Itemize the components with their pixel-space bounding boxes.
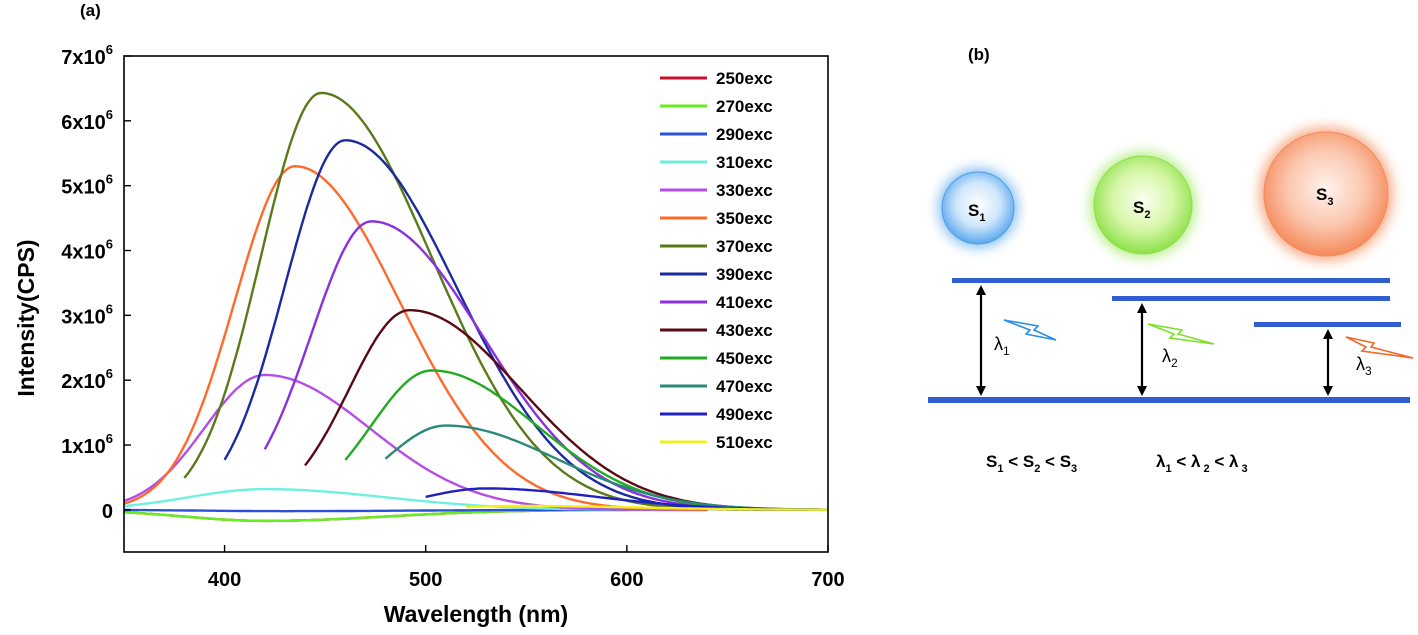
x-tick-label: 400 — [208, 569, 241, 591]
plot-frame — [123, 55, 829, 553]
x-ticks: 400 500 600 700 — [208, 545, 845, 591]
panel-a-label: (a) — [80, 1, 101, 20]
band-top-1 — [952, 278, 1390, 283]
sphere-s2-body — [1093, 155, 1193, 255]
series-layer — [123, 91, 828, 523]
y-tick-label: 4x106 — [61, 237, 113, 264]
lightning-2-icon — [1147, 323, 1215, 345]
band-bottom — [928, 397, 1410, 403]
legend-label-510exc: 510exc — [716, 433, 773, 452]
panel-b-label: (b) — [968, 45, 990, 64]
sphere-s3: S3 — [1259, 127, 1393, 261]
sphere-s1-body — [941, 171, 1015, 245]
sphere-s2-label: S2 — [1133, 198, 1150, 221]
legend-label-370exc: 370exc — [716, 237, 773, 256]
panel-b: (b) S1 S2 S3 — [928, 45, 1414, 475]
energy-bands — [928, 278, 1410, 403]
band-top-3 — [1254, 322, 1401, 327]
y-tick-label: 7x106 — [61, 42, 113, 69]
legend-label-410exc: 410exc — [716, 293, 773, 312]
legend-label-270exc: 270exc — [716, 97, 773, 116]
sphere-s3-label: S3 — [1316, 185, 1333, 208]
legend-label-450exc: 450exc — [716, 349, 773, 368]
y-axis-label: Intensity(CPS) — [13, 239, 39, 396]
x-tick-label: 500 — [409, 569, 442, 591]
sphere-s1-label: S1 — [968, 201, 985, 224]
lambda-2-label: λ2 — [1162, 346, 1178, 370]
size-relation: S1 < S2 < S3 — [986, 452, 1077, 475]
x-axis-label: Wavelength (nm) — [384, 601, 568, 627]
y-tick-label: 0 — [102, 501, 113, 523]
legend-label-330exc: 330exc — [716, 181, 773, 200]
x-tick-label: 600 — [610, 569, 643, 591]
series-line-510exc — [465, 504, 828, 511]
y-tick-label: 2x106 — [61, 366, 113, 393]
lambda-1-label: λ1 — [994, 334, 1010, 358]
legend-label-390exc: 390exc — [716, 265, 773, 284]
y-tick-label: 6x106 — [61, 107, 113, 134]
panel-a: (a) 400 500 600 700 0 1x106 2x106 3x106 4x106 5x… — [13, 1, 845, 627]
legend-label-490exc: 490exc — [716, 405, 773, 424]
legend-label-470exc: 470exc — [716, 377, 773, 396]
sphere-s3-body — [1263, 131, 1389, 257]
legend-label-250exc: 250exc — [716, 69, 773, 88]
band-top-2 — [1112, 296, 1390, 301]
wavelength-relation: λ1 < λ 2 < λ 3 — [1156, 452, 1248, 475]
series-line-330exc — [123, 373, 708, 511]
sphere-s2: S2 — [1090, 152, 1196, 258]
lambda-3-label: λ3 — [1356, 354, 1372, 378]
y-ticks: 0 1x106 2x106 3x106 4x106 5x106 6x106 7x106 — [61, 42, 131, 523]
legend-label-430exc: 430exc — [716, 321, 773, 340]
x-tick-label: 700 — [811, 569, 844, 591]
sphere-s1: S1 — [938, 168, 1018, 248]
y-tick-label: 3x106 — [61, 301, 113, 328]
y-tick-label: 1x106 — [61, 431, 113, 458]
legend-label-290exc: 290exc — [716, 125, 773, 144]
lightning-3-icon — [1345, 336, 1414, 359]
legend-label-310exc: 310exc — [716, 153, 773, 172]
legend-label-350exc: 350exc — [716, 209, 773, 228]
transition-arrows — [976, 285, 1333, 396]
legend: 250exc 270exc 290exc 310exc 330exc 350exc 370e… — [660, 69, 773, 452]
lightning-1-icon — [1003, 319, 1057, 341]
y-tick-label: 5x106 — [61, 172, 113, 199]
